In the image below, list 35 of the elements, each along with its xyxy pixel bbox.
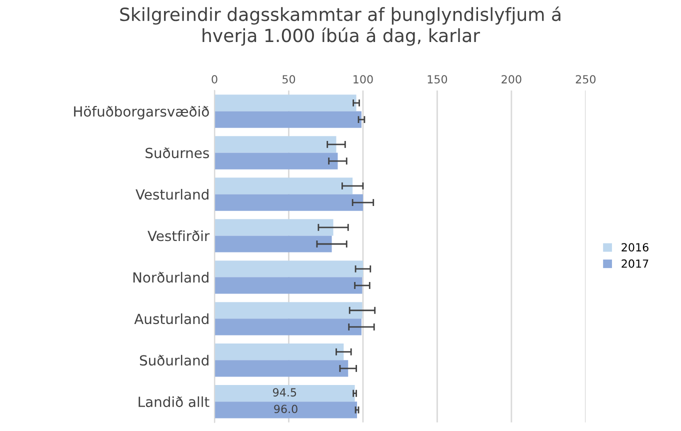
x-tick-label: 50 <box>282 75 296 84</box>
bar <box>214 385 355 402</box>
y-tick-label: Suðurnes <box>146 147 209 158</box>
bar <box>214 178 353 194</box>
bar <box>214 344 344 360</box>
y-tick-label: Höfuðborgarsvæðið <box>74 106 209 120</box>
data-label: 96.0 <box>274 404 298 414</box>
y-tick-label: Norðurland <box>133 272 208 283</box>
x-tick-label: 0 <box>212 75 218 84</box>
data-label: 94.5 <box>272 388 296 397</box>
y-tick-label: Suðurland <box>140 354 208 366</box>
y-tick-label: Vesturland <box>136 188 208 200</box>
y-tick-label: Austurland <box>134 313 208 324</box>
bar <box>214 360 348 377</box>
y-tick-label: Landið allt <box>138 396 210 408</box>
legend-label: 2017 <box>622 259 648 268</box>
x-tick-label: 200 <box>502 75 522 84</box>
x-tick-label: 100 <box>354 75 373 84</box>
y-tick-label: Vestfirðir <box>148 230 210 242</box>
bar <box>214 219 334 236</box>
bar <box>214 194 363 211</box>
bar <box>214 277 362 294</box>
bar <box>214 318 362 336</box>
bar <box>214 236 332 252</box>
bar <box>214 302 362 319</box>
bar <box>214 260 363 278</box>
x-tick-label: 250 <box>576 75 596 84</box>
chart-title: Skilgreindir dagsskammtar af þunglyndislyfjum á hverja 1.000 íbúa á dag, karlar <box>120 6 560 46</box>
bar <box>214 94 356 112</box>
x-tick-label: 150 <box>428 75 448 84</box>
bar <box>214 111 362 128</box>
bar <box>214 136 336 153</box>
bar <box>214 402 358 418</box>
legend-label: 2016 <box>622 243 648 252</box>
bar <box>214 152 338 170</box>
